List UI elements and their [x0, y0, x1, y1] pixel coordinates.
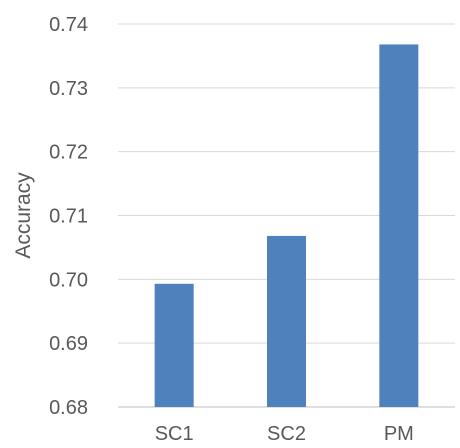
y-axis-ticks: 0.68 0.69 0.70 0.71 0.72 0.73 0.74 — [49, 14, 88, 419]
y-tick-label: 0.71 — [49, 206, 88, 228]
y-tick-label: 0.72 — [49, 142, 88, 164]
y-axis-title: Accuracy — [12, 172, 35, 259]
x-tick-label: SC2 — [267, 423, 306, 445]
bar-pm — [379, 44, 419, 407]
y-tick-label: 0.70 — [49, 269, 88, 291]
y-tick-label: 0.69 — [49, 333, 88, 355]
bar-sc2 — [267, 235, 306, 407]
y-tick-label: 0.73 — [49, 78, 88, 100]
bar-sc1 — [154, 283, 194, 407]
bars — [154, 44, 419, 407]
y-tick-label: 0.74 — [49, 14, 88, 36]
y-tick-label: 0.68 — [49, 397, 88, 419]
x-tick-label: PM — [384, 423, 414, 445]
x-axis-ticks: SC1 SC2 PM — [155, 423, 414, 445]
x-tick-label: SC1 — [155, 423, 194, 445]
